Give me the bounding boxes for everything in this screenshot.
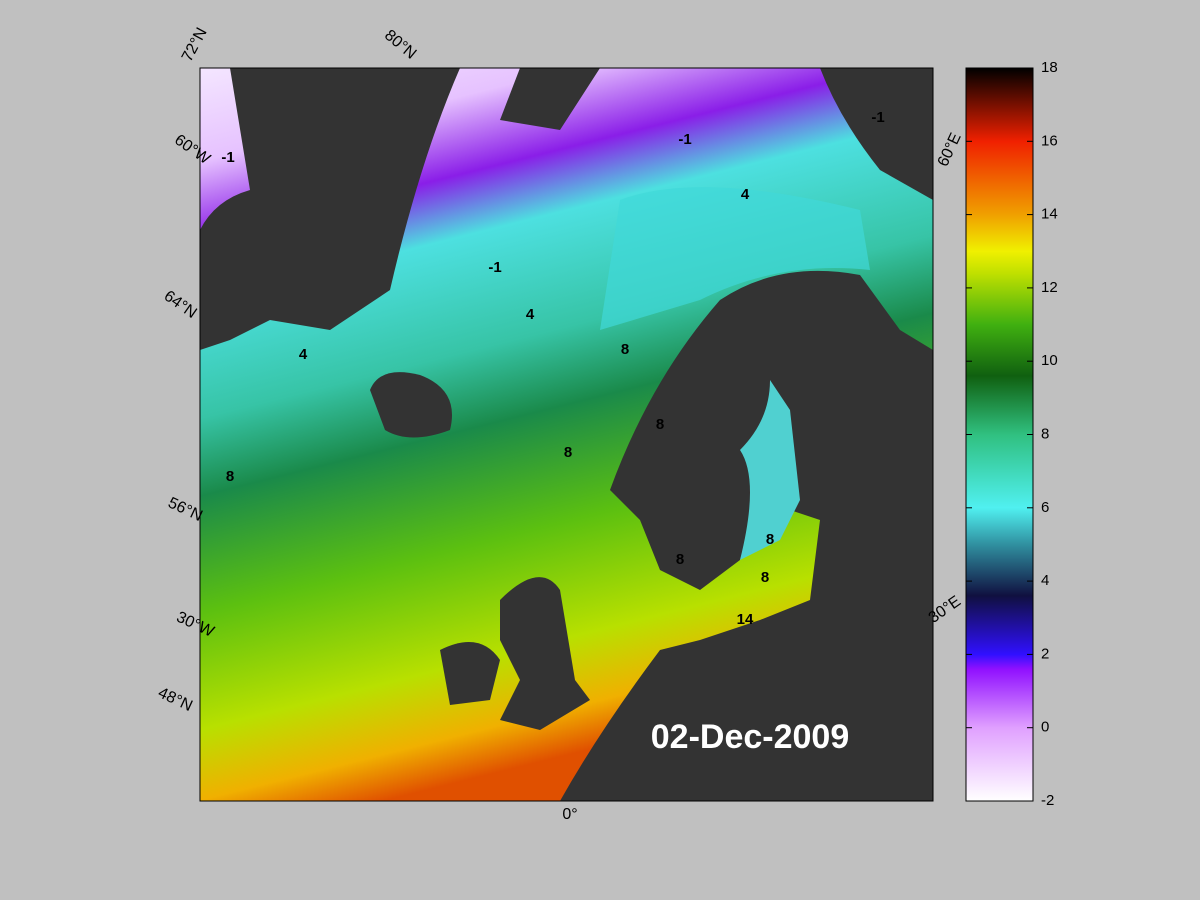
land-great-britain: [500, 577, 590, 730]
contour-label: 4: [526, 306, 535, 323]
contour-label: 8: [676, 551, 684, 568]
contour-label: 8: [621, 341, 629, 358]
colorbar-tick-label: 14: [1041, 206, 1058, 223]
map-title: 02-Dec-2009: [651, 718, 849, 756]
map-frame: [199, 67, 934, 802]
map: [200, 68, 933, 801]
contour-label: 8: [766, 531, 774, 548]
contour-label: -1: [488, 259, 501, 276]
colorbar-tick-label: 10: [1041, 352, 1058, 369]
graticule-label: 0°: [562, 806, 577, 823]
colorbar-tick-label: -2: [1041, 792, 1054, 809]
contour-label: 14: [737, 611, 754, 628]
contour-label: 8: [761, 569, 769, 586]
colorbar-tick-label: 2: [1041, 645, 1049, 662]
colorbar-tick-label: 0: [1041, 719, 1049, 736]
contour-label: 8: [564, 444, 572, 461]
colorbar: [965, 67, 1034, 802]
graticule-label: 48°N: [155, 684, 195, 715]
colorbar-tick-label: 8: [1041, 425, 1049, 442]
colorbar-ticks: -2 0 2 4 6 8 10 12 14 16 18: [966, 59, 1058, 809]
colorbar-tick-label: 12: [1041, 279, 1058, 296]
sea-region: [600, 187, 870, 330]
graticule-label: 80°N: [381, 27, 419, 63]
graticule-label: 56°N: [165, 494, 205, 525]
contour-label: 8: [226, 468, 234, 485]
colorbar-tick-label: 6: [1041, 499, 1049, 516]
graticule-label: 64°N: [161, 288, 200, 322]
contour-label: -1: [678, 131, 691, 148]
contour-label: -1: [871, 109, 884, 126]
contour-label: 4: [741, 186, 750, 203]
land-iceland: [370, 372, 452, 438]
contour-label: 4: [299, 346, 308, 363]
colorbar-tick-label: 16: [1041, 132, 1058, 149]
land-novaya-zemlya: [820, 68, 933, 200]
contour-label: 8: [656, 416, 664, 433]
land-greenland: [200, 68, 460, 350]
colorbar-tick-label: 4: [1041, 572, 1049, 589]
land-ireland: [440, 642, 500, 705]
colorbar-tick-label: 18: [1041, 59, 1058, 76]
sea-baltic: [740, 380, 800, 560]
land-svalbard: [500, 68, 600, 130]
contour-label: -1: [221, 149, 234, 166]
graticule-label: 60°E: [935, 130, 965, 169]
graticule-label: 72°N: [179, 25, 211, 65]
